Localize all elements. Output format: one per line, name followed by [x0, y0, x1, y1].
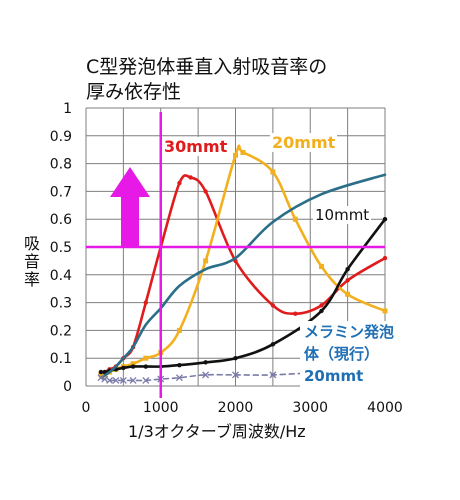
y-tick-label: 0.6	[50, 212, 72, 228]
y-tick-label: 0.9	[50, 129, 72, 145]
series-point-2	[319, 308, 324, 314]
chart-title-line2: 厚み依存性	[86, 81, 182, 103]
series-point-0	[345, 278, 350, 283]
series-point-4	[101, 375, 109, 383]
series-point-1	[240, 149, 246, 155]
series-point-1	[233, 152, 238, 158]
series-point-0	[143, 300, 148, 305]
label-10mmt: 10mmt	[313, 206, 372, 224]
series-point-2	[143, 364, 148, 369]
label-melamine-line1: メラミン発泡	[304, 323, 395, 341]
series-point-1	[98, 372, 104, 378]
x-tick-label: 1000	[143, 400, 179, 416]
y-tick-label: 1	[63, 101, 72, 117]
y-tick-label: 0.1	[50, 351, 72, 367]
series-point-0	[203, 189, 208, 194]
series-point-1	[143, 355, 149, 361]
series-point-2	[382, 217, 388, 222]
label-30mmt: 30mmt	[162, 137, 230, 156]
series-point-2	[270, 342, 276, 347]
y-tick-label: 0.4	[50, 268, 72, 284]
x-axis-ticks: 0 1000 2000 3000 4000	[82, 400, 403, 416]
label-20mmt: 20mmt	[270, 133, 338, 152]
x-tick-label: 4000	[367, 400, 403, 416]
x-axis-label: 1/3オクターブ周波数/Hz	[128, 422, 306, 441]
series-point-4	[97, 374, 105, 382]
y-tick-label: 0	[63, 379, 72, 395]
y-axis-label: 吸音率	[21, 235, 40, 289]
series-point-4	[202, 371, 210, 379]
series-point-4	[232, 371, 239, 379]
series-point-0	[293, 311, 298, 316]
series-point-4	[119, 376, 127, 384]
series-point-2	[345, 267, 350, 272]
y-tick-label: 0.8	[50, 157, 72, 173]
label-melamine-line2: 体（現行）	[304, 345, 380, 363]
series-point-1	[130, 361, 136, 367]
x-tick-label: 0	[82, 400, 91, 416]
series-point-1	[176, 327, 182, 333]
label-melamine-line3: 20mmt	[304, 367, 364, 385]
series-point-2	[130, 364, 136, 369]
series-point-2	[98, 369, 104, 375]
series-point-0	[188, 175, 193, 180]
series-point-1	[345, 291, 351, 297]
y-tick-label: 0.2	[50, 323, 72, 339]
series-point-4	[175, 374, 183, 382]
series-point-1	[203, 258, 209, 264]
chart-highlights	[86, 112, 385, 398]
series-point-4	[269, 371, 277, 379]
series-point-0	[177, 180, 182, 186]
y-tick-label: 0.3	[50, 296, 72, 312]
label-melamine: メラミン発泡 体（現行） 20mmt	[300, 321, 454, 387]
y-tick-label: 0.7	[50, 184, 72, 200]
series-point-2	[177, 362, 182, 368]
y-tick-label: 0.5	[50, 240, 72, 256]
series-point-4	[112, 376, 120, 384]
series-point-0	[382, 255, 388, 261]
series-point-2	[121, 365, 126, 371]
x-tick-label: 3000	[292, 400, 328, 416]
series-point-4	[129, 376, 137, 384]
series-point-2	[233, 356, 238, 361]
series-point-1	[318, 263, 324, 269]
series-point-0	[319, 303, 324, 308]
series-point-1	[292, 216, 298, 222]
x-tick-label: 2000	[218, 400, 254, 416]
series-point-2	[203, 360, 208, 365]
series-point-4	[142, 376, 150, 384]
y-axis-ticks: 0 0.1 0.2 0.3 0.4 0.5 0.6 0.7 0.8 0.9 1	[50, 101, 72, 395]
series-point-1	[270, 169, 276, 175]
series-point-0	[270, 303, 276, 308]
chart-title-line1: C型発泡体垂直入射吸音率の	[86, 56, 328, 78]
series-point-4	[106, 376, 114, 384]
highlight-up-arrow	[110, 167, 150, 246]
series-point-1	[382, 308, 388, 314]
